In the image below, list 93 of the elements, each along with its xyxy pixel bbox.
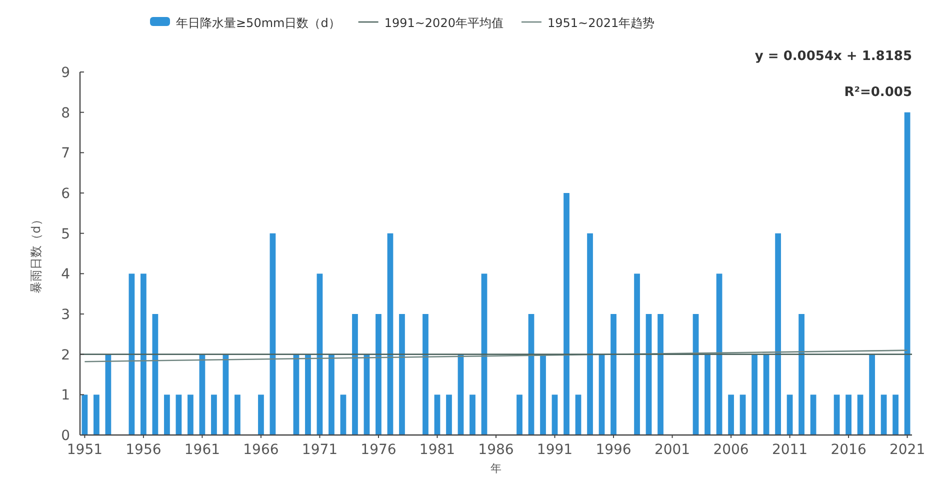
y-tick-label: 2: [61, 347, 70, 364]
x-tick-label: 1966: [243, 442, 279, 458]
bar: [846, 394, 852, 435]
y-tick-label: 8: [61, 105, 70, 122]
bar: [646, 314, 652, 435]
bar: [575, 394, 582, 435]
y-tick-label: 9: [61, 65, 70, 81]
bar: [152, 314, 158, 435]
bar: [470, 394, 476, 435]
x-tick-label: 2016: [830, 442, 866, 458]
bar: [352, 314, 358, 435]
y-tick-label: 0: [61, 428, 70, 444]
x-axis-title: 年: [490, 462, 502, 475]
x-tick-label: 1951: [66, 442, 103, 458]
bar: [516, 394, 522, 435]
bar: [728, 394, 734, 435]
bar: [634, 274, 640, 435]
bar: [164, 394, 170, 435]
x-tick-label: 2006: [713, 442, 749, 458]
bar: [786, 394, 793, 435]
bar: [434, 394, 440, 435]
bar: [880, 394, 887, 435]
bar: [305, 354, 311, 435]
bar: [610, 314, 616, 435]
bar: [857, 394, 864, 435]
y-axis-title: 暴雨日数（d）: [29, 214, 43, 294]
y-tick-label: 1: [61, 388, 70, 404]
bar: [188, 394, 194, 435]
bar: [293, 354, 300, 435]
bar: [587, 233, 593, 435]
bar: [446, 394, 452, 435]
x-tick-label: 2011: [772, 442, 808, 458]
x-tick-label: 1996: [596, 442, 632, 458]
bar: [222, 354, 229, 435]
bar: [140, 274, 146, 435]
bar: [399, 314, 405, 435]
y-tick-label: 3: [61, 307, 70, 323]
bar: [340, 394, 346, 435]
x-tick-label: 1956: [126, 442, 162, 458]
x-tick-label: 1986: [478, 442, 514, 458]
bar: [82, 394, 88, 435]
bar: [892, 394, 898, 435]
bar: [869, 354, 875, 435]
bar: [376, 314, 382, 435]
x-tick-label: 2001: [654, 442, 690, 458]
bar: [211, 394, 217, 435]
bar: [763, 354, 770, 435]
bar: [105, 354, 112, 435]
x-tick-label: 1976: [360, 442, 396, 458]
legend-label: 1951~2021年趋势: [547, 16, 655, 30]
bar: [716, 274, 722, 435]
bar: [270, 233, 276, 435]
x-tick-label: 2021: [889, 442, 926, 458]
bar: [692, 314, 699, 435]
bar: [234, 394, 240, 435]
y-tick-label: 7: [61, 146, 70, 162]
bar: [834, 394, 840, 435]
bar: [94, 394, 100, 435]
bar: [598, 354, 605, 435]
bar: [552, 394, 558, 435]
bar: [540, 354, 546, 435]
bar: [128, 274, 135, 435]
legend-label: 年日降水量≥50mm日数（d）: [176, 16, 340, 30]
bar: [775, 233, 781, 435]
bar: [740, 394, 746, 435]
bar: [798, 314, 804, 435]
bar: [199, 354, 206, 435]
bar: [316, 274, 323, 435]
bar: [528, 314, 534, 435]
bar: [458, 354, 464, 435]
bar: [564, 193, 570, 435]
legend-label: 1991~2020年平均值: [384, 16, 504, 30]
y-tick-label: 4: [61, 266, 70, 283]
bar: [752, 354, 758, 435]
bar: [810, 394, 816, 435]
text: y = 0.0054x + 1.8185: [754, 49, 912, 64]
bar: [658, 314, 664, 435]
bar: [258, 394, 264, 435]
bar: [904, 112, 910, 435]
bar: [176, 394, 182, 435]
x-tick-label: 1991: [536, 442, 573, 458]
x-tick-label: 1961: [184, 442, 220, 458]
y-tick-label: 6: [61, 186, 70, 202]
annotation: R²=0.005: [844, 85, 912, 100]
bar: [387, 233, 394, 435]
x-tick-label: 1971: [302, 442, 338, 458]
x-tick-label: 1981: [419, 442, 456, 458]
bar: [481, 274, 488, 435]
bar: [328, 354, 334, 435]
bar: [704, 354, 710, 435]
bar: [364, 354, 370, 435]
y-tick-label: 5: [61, 226, 70, 242]
bar: [422, 314, 428, 435]
